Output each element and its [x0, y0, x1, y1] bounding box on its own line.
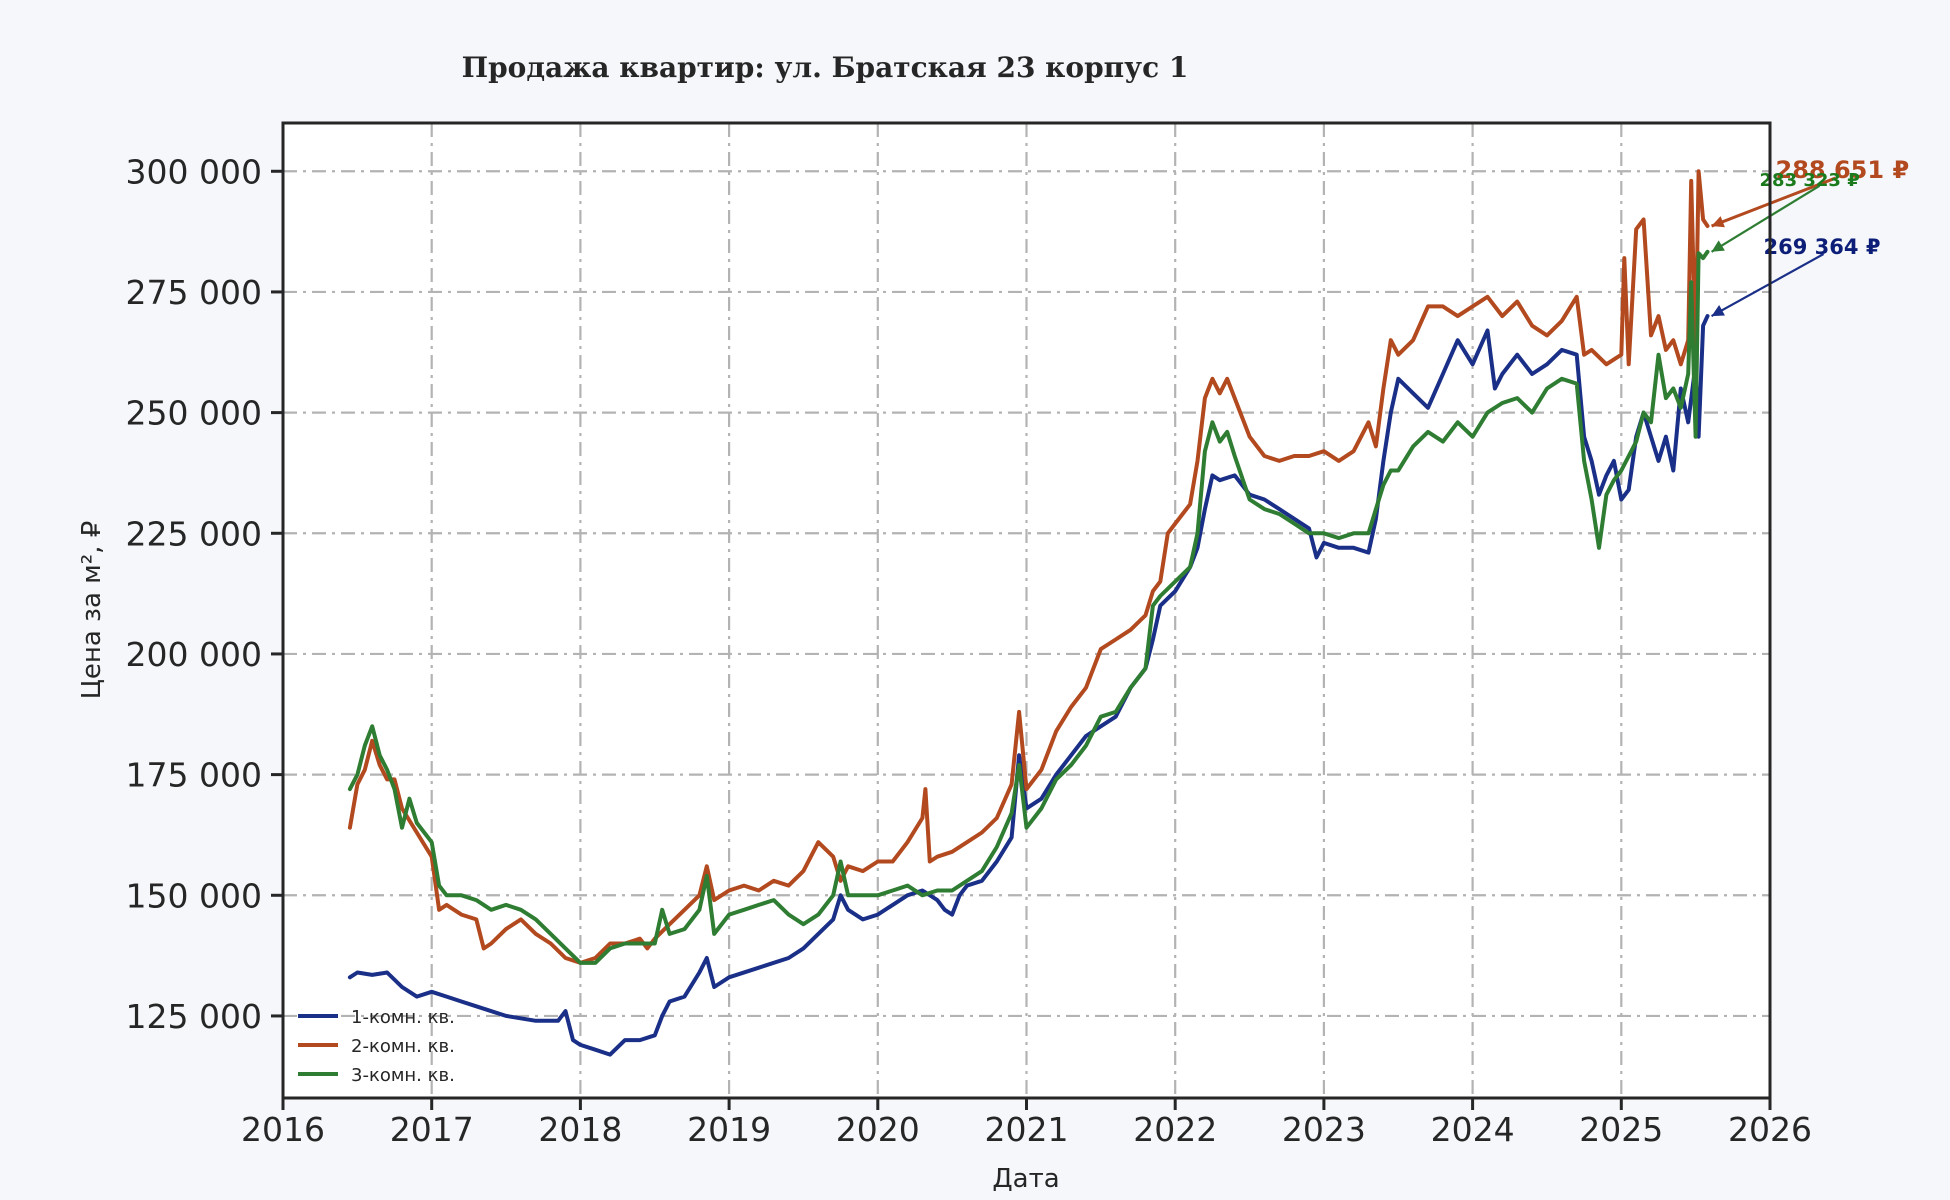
y-tick-label: 250 000 — [126, 394, 262, 433]
arrow-head — [1711, 240, 1725, 252]
legend-label-3: 3-комн. кв. — [351, 1065, 455, 1086]
series-layer — [347, 169, 1710, 1057]
x-tick-label: 2021 — [985, 1110, 1069, 1149]
x-tick-label: 2025 — [1579, 1110, 1663, 1149]
x-axis-label: Дата — [992, 1164, 1059, 1194]
end-label-2: 288 651 ₽ — [1776, 156, 1910, 184]
chart-title: Продажа квартир: ул. Братская 23 корпус … — [462, 51, 1189, 84]
x-tick-label: 2026 — [1728, 1110, 1812, 1149]
x-tick-label: 2022 — [1133, 1110, 1217, 1149]
x-tick-label: 2017 — [390, 1110, 474, 1149]
y-tick-label: 150 000 — [126, 876, 262, 915]
y-tick-label: 200 000 — [126, 635, 262, 674]
series-line-2 — [347, 169, 1710, 965]
y-axis: 125 000 150 000 175 000 200 000 225 000 250 0… — [126, 152, 283, 1036]
legend-label-1: 1-комн. кв. — [351, 1007, 455, 1028]
end-label-3: 283 323 ₽ — [1760, 170, 1860, 191]
annotation-layer: 269 364 ₽ 288 651 ₽283 323 ₽ — [1710, 156, 1910, 318]
end-label-arrow — [1711, 176, 1837, 228]
end-label-1: 269 364 ₽ — [1764, 235, 1881, 259]
legend: 1-комн. кв. 2-комн. кв. 3-комн. кв. — [298, 1007, 455, 1086]
y-tick-label: 300 000 — [126, 152, 262, 191]
end-label-arrow — [1710, 184, 1821, 253]
x-axis: 2016 2017 2018 2019 2020 2021 2022 2023 2024 2025… — [241, 1098, 1812, 1149]
x-tick-label: 2020 — [836, 1110, 920, 1149]
x-tick-label: 2016 — [241, 1110, 325, 1149]
legend-label-2: 2-комн. кв. — [351, 1036, 455, 1057]
y-tick-label: 225 000 — [126, 514, 262, 553]
x-tick-label: 2023 — [1282, 1110, 1366, 1149]
y-tick-label: 175 000 — [126, 756, 262, 795]
y-axis-label: Цена за м², ₽ — [77, 521, 107, 700]
arrow-head — [1711, 216, 1725, 228]
x-tick-label: 2024 — [1431, 1110, 1515, 1149]
x-tick-label: 2019 — [687, 1110, 771, 1149]
x-tick-label: 2018 — [538, 1110, 622, 1149]
y-tick-label: 125 000 — [126, 997, 262, 1036]
arrow-head — [1711, 305, 1725, 317]
grid — [283, 123, 1770, 1098]
end-label-arrow — [1711, 253, 1825, 318]
series-line-3 — [347, 249, 1710, 965]
y-tick-label: 275 000 — [126, 273, 262, 312]
